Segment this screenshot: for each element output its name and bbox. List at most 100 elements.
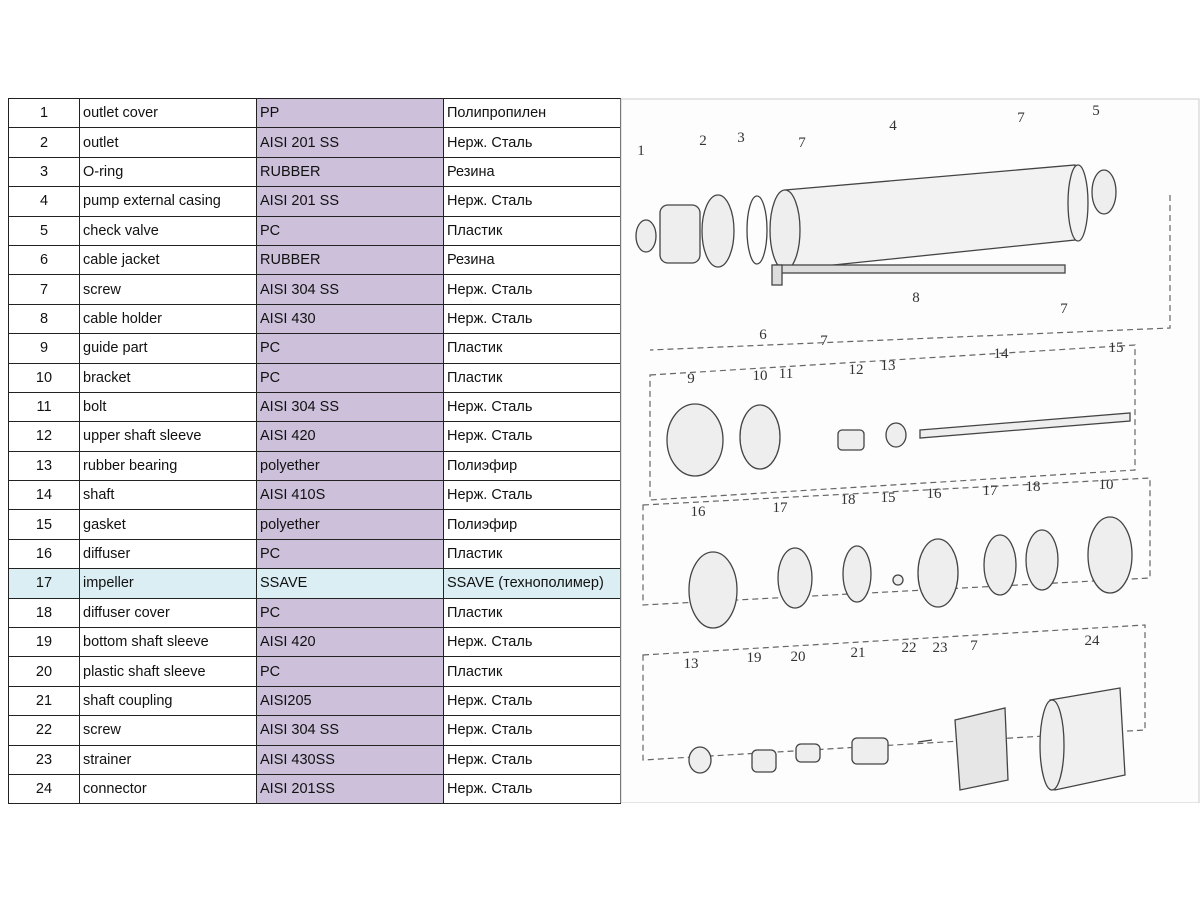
part-material-ru: Резина (443, 244, 621, 276)
part-material: RUBBER (256, 156, 444, 188)
table-row: 20 plastic shaft sleeve PC Пластик (8, 656, 621, 687)
part-name: bolt (79, 391, 257, 423)
table-row: 3 O-ring RUBBER Резина (8, 156, 621, 188)
part-number: 21 (8, 685, 80, 717)
callout-label: 15 (1109, 340, 1124, 356)
part-number: 20 (8, 656, 80, 687)
part-name: check valve (79, 215, 257, 246)
group-outlines (642, 195, 1171, 761)
part-number: 5 (8, 215, 80, 246)
part-material: polyether (256, 509, 444, 540)
callout-label: 7 (970, 638, 978, 654)
callout-label: 9 (687, 371, 695, 387)
callout-label: 6 (759, 327, 767, 343)
part-material-ru: Нерж. Сталь (443, 627, 621, 658)
callout-label: 11 (779, 366, 793, 382)
callout-label: 7 (1017, 110, 1025, 126)
part-number: 12 (8, 421, 80, 452)
table-row: 4 pump external casing AISI 201 SS Нерж. Ст… (8, 186, 621, 217)
part-material: PC (256, 215, 444, 246)
part-name: pump external casing (79, 186, 257, 217)
part-name: outlet cover (79, 97, 257, 129)
part-number: 1 (8, 97, 80, 129)
part-material: PC (256, 333, 444, 364)
part-number: 14 (8, 480, 80, 511)
part-material-ru: Пластик (443, 597, 621, 629)
part-number: 8 (8, 303, 80, 335)
part-material: PC (256, 656, 444, 687)
callout-label: 16 (927, 486, 943, 502)
part-material-ru: Нерж. Сталь (443, 685, 621, 717)
part-name: diffuser cover (79, 597, 257, 629)
part-name: plastic shaft sleeve (79, 656, 257, 687)
table-row: 18 diffuser cover PC Пластик (8, 597, 621, 629)
part-number: 17 (8, 568, 80, 599)
callout-label: 5 (1092, 103, 1100, 119)
part-material-ru: Резина (443, 156, 621, 188)
part-material: AISI 201SS (256, 773, 444, 805)
part-material-ru: Нерж. Сталь (443, 303, 621, 335)
part-material-ru: Нерж. Сталь (443, 421, 621, 452)
callout-label: 22 (902, 640, 917, 656)
part-name: connector (79, 773, 257, 805)
part-number: 11 (8, 391, 80, 423)
part-material-ru: Нерж. Сталь (443, 186, 621, 217)
part-name: cable holder (79, 303, 257, 335)
table-row: 23 strainer AISI 430SS Нерж. Сталь (8, 744, 621, 775)
part-material: AISI 201 SS (256, 186, 444, 217)
part-material-ru: Пластик (443, 656, 621, 687)
callout-label: 18 (1026, 479, 1041, 495)
part-material: AISI 410S (256, 480, 444, 511)
table-row: 2 outlet AISI 201 SS Нерж. Сталь (8, 127, 621, 158)
part-number: 23 (8, 744, 80, 775)
part-material-ru: Пластик (443, 333, 621, 364)
part-material-ru: Нерж. Сталь (443, 274, 621, 305)
part-name: diffuser (79, 538, 257, 570)
part-material: AISI 430 (256, 303, 444, 335)
table-row: 13 rubber bearing polyether Полиэфир (8, 450, 621, 482)
part-number: 22 (8, 715, 80, 746)
part-material-ru: Нерж. Сталь (443, 480, 621, 511)
table-row: 16 diffuser PC Пластик (8, 538, 621, 570)
table-row: 14 shaft AISI 410S Нерж. Сталь (8, 480, 621, 511)
callout-label: 17 (983, 483, 999, 499)
callout-label: 14 (994, 346, 1010, 362)
part-number: 19 (8, 627, 80, 658)
part-number: 15 (8, 509, 80, 540)
part-name: O-ring (79, 156, 257, 188)
callout-label: 20 (791, 649, 806, 665)
callout-label: 7 (820, 333, 828, 349)
callout-label: 2 (699, 133, 707, 149)
part-material: AISI 201 SS (256, 127, 444, 158)
part-material-ru: Нерж. Сталь (443, 715, 621, 746)
table-row: 8 cable holder AISI 430 Нерж. Сталь (8, 303, 621, 335)
part-material-ru: Полипропилен (443, 97, 621, 129)
part-material-ru: Нерж. Сталь (443, 773, 621, 805)
part-material: RUBBER (256, 244, 444, 276)
part-name: shaft coupling (79, 685, 257, 717)
callout-label: 1 (637, 143, 645, 159)
callout-label: 10 (753, 368, 768, 384)
table-row: 7 screw AISI 304 SS Нерж. Сталь (8, 274, 621, 305)
part-material: AISI 420 (256, 421, 444, 452)
part-material-ru: Полиэфир (443, 450, 621, 482)
parts-shapes (635, 164, 1133, 791)
callout-label: 18 (841, 492, 856, 508)
callout-label: 7 (1060, 301, 1068, 317)
callout-label: 16 (691, 504, 707, 520)
parts-table: 1 outlet cover PP Полипропилен 2 outlet AISI 2… (8, 97, 621, 805)
part-material-ru: Полиэфир (443, 509, 621, 540)
table-row: 19 bottom shaft sleeve AISI 420 Нерж. Сталь (8, 627, 621, 658)
part-name: outlet (79, 127, 257, 158)
part-number: 10 (8, 362, 80, 393)
table-row: 15 gasket polyether Полиэфир (8, 509, 621, 540)
callout-label: 19 (747, 650, 762, 666)
part-name: strainer (79, 744, 257, 775)
callout-label: 13 (684, 656, 699, 672)
table-row: 6 cable jacket RUBBER Резина (8, 244, 621, 276)
part-material-ru: Пластик (443, 362, 621, 393)
part-number: 6 (8, 244, 80, 276)
callout-label: 23 (933, 640, 948, 656)
part-material: AISI 430SS (256, 744, 444, 775)
